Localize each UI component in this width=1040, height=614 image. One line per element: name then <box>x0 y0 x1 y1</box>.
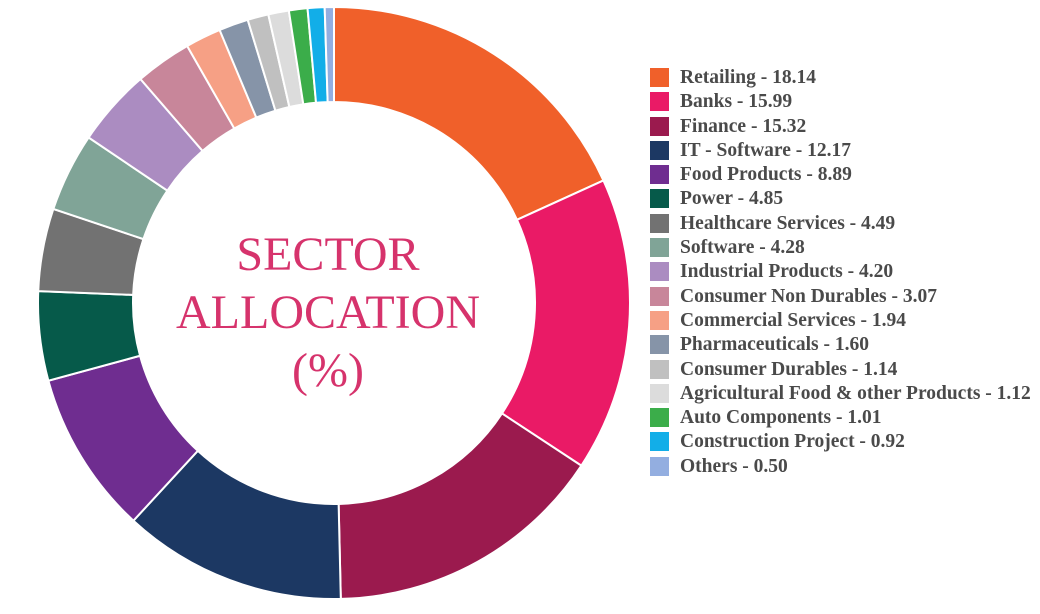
legend-swatch <box>650 116 669 136</box>
legend-label: Consumer Durables - 1.14 <box>680 358 898 380</box>
center-title-line-3: (%) <box>292 344 364 397</box>
legend-item: Software - 4.28 <box>650 236 1035 260</box>
legend-label: Consumer Non Durables - 3.07 <box>680 285 937 307</box>
legend-swatch <box>650 189 669 209</box>
legend-label: Agricultural Food & other Products - 1.1… <box>680 382 1031 404</box>
legend-swatch <box>650 262 669 282</box>
legend-swatch <box>650 359 669 379</box>
legend-item: Industrial Products - 4.20 <box>650 260 1035 284</box>
legend-item: Power - 4.85 <box>650 187 1035 211</box>
legend-item: Food Products - 8.89 <box>650 163 1035 187</box>
legend-swatch <box>650 165 669 185</box>
legend-item: Pharmaceuticals - 1.60 <box>650 333 1035 357</box>
legend-swatch <box>650 310 669 330</box>
legend-label: Power - 4.85 <box>680 188 784 210</box>
legend-label: Retailing - 18.14 <box>680 67 816 88</box>
legend-swatch <box>650 456 669 476</box>
legend-item: Consumer Durables - 1.14 <box>650 358 1035 382</box>
legend-item: Retailing - 18.14 <box>650 66 1035 90</box>
legend-label: IT - Software - 12.17 <box>680 139 851 161</box>
legend-label: Banks - 15.99 <box>680 91 793 113</box>
legend-swatch <box>650 408 669 428</box>
legend-label: Software - 4.28 <box>680 237 805 259</box>
chart-center-title: SECTOR ALLOCATION (%) <box>150 226 506 400</box>
legend-swatch <box>650 213 669 233</box>
center-title-line-2: ALLOCATION <box>176 286 480 339</box>
legend-item: Commercial Services - 1.94 <box>650 309 1035 333</box>
legend-label: Construction Project - 0.92 <box>680 431 905 453</box>
legend-item: Construction Project - 0.92 <box>650 430 1035 454</box>
legend-swatch <box>650 238 669 258</box>
legend-label: Auto Components - 1.01 <box>680 407 882 429</box>
legend-label: Healthcare Services - 4.49 <box>680 212 896 234</box>
legend-label: Others - 0.50 <box>680 455 788 477</box>
donut-slices <box>37 5 631 600</box>
chart-legend: Retailing - 18.14 Banks - 15.99 Finance - … <box>650 66 1035 479</box>
legend-item: Healthcare Services - 4.49 <box>650 212 1035 236</box>
legend-swatch <box>650 68 669 87</box>
legend-item: Banks - 15.99 <box>650 90 1035 114</box>
legend-label: Finance - 15.32 <box>680 115 807 137</box>
legend-item: IT - Software - 12.17 <box>650 139 1035 163</box>
legend-swatch <box>650 432 669 452</box>
legend-label: Food Products - 8.89 <box>680 164 852 186</box>
legend-swatch <box>650 335 669 355</box>
legend-item: Auto Components - 1.01 <box>650 406 1035 430</box>
donut-slice-retailing <box>333 5 605 222</box>
legend-label: Commercial Services - 1.94 <box>680 309 906 331</box>
donut-slice-banks <box>500 179 631 468</box>
legend-item: Finance - 15.32 <box>650 115 1035 139</box>
donut-slice-others <box>323 5 335 104</box>
legend-item: Consumer Non Durables - 3.07 <box>650 285 1035 309</box>
legend-item: Agricultural Food & other Products - 1.1… <box>650 382 1035 406</box>
legend-swatch <box>650 92 669 112</box>
center-title-line-1: SECTOR <box>236 228 420 281</box>
legend-item: Others - 0.50 <box>650 455 1035 479</box>
legend-label: Pharmaceuticals - 1.60 <box>680 334 870 356</box>
donut-slice-finance <box>337 412 583 600</box>
legend-label: Industrial Products - 4.20 <box>680 261 894 283</box>
legend-swatch <box>650 286 669 306</box>
legend-swatch <box>650 140 669 160</box>
legend-swatch <box>650 383 669 403</box>
